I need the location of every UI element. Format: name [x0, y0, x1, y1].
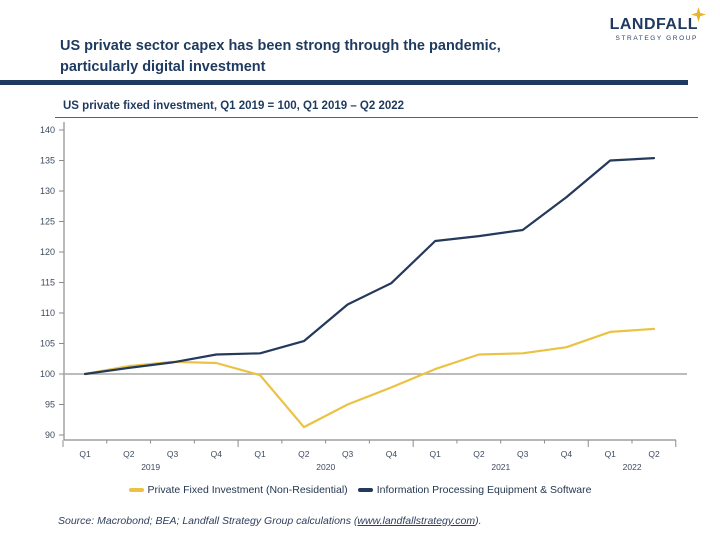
source-note: Source: Macrobond; BEA; Landfall Strateg…: [58, 515, 482, 527]
legend-item-private-fixed-investment: Private Fixed Investment (Non-Residentia…: [128, 484, 348, 496]
quarter-label: Q4: [386, 449, 398, 459]
year-label: 2021: [491, 462, 510, 472]
quarter-label: Q4: [561, 449, 573, 459]
legend-swatch-navy: [357, 488, 373, 492]
series-line-0: [83, 327, 656, 429]
title-divider-rule: [0, 80, 688, 85]
quarter-label: Q1: [429, 449, 441, 459]
source-suffix: ).: [475, 515, 482, 527]
quarter-label: Q2: [298, 449, 310, 459]
quarter-label: Q2: [123, 449, 135, 459]
y-tick-label: 110: [41, 308, 55, 318]
quarter-label: Q4: [211, 449, 223, 459]
y-tick-label: 115: [41, 278, 55, 288]
y-tick-label: 120: [40, 247, 55, 257]
logo-wordmark: LANDFALL: [609, 7, 706, 34]
page-title-line1: US private sector capex has been strong …: [60, 38, 501, 54]
y-tick-label: 135: [40, 156, 55, 166]
quarter-label: Q3: [342, 449, 354, 459]
quarter-label: Q3: [517, 449, 529, 459]
quarter-label: Q3: [167, 449, 179, 459]
legend-label: Information Processing Equipment & Softw…: [376, 484, 592, 496]
landfall-logo: LANDFALL STRATEGY GROUP: [609, 7, 706, 42]
y-tick-label: 140: [40, 125, 55, 135]
chart-title: US private fixed investment, Q1 2019 = 1…: [63, 100, 405, 112]
legend-swatch-yellow: [128, 488, 144, 492]
series-line-1: [83, 157, 656, 376]
source-link[interactable]: www.landfallstrategy.com: [357, 515, 476, 527]
y-tick-label: 95: [45, 400, 55, 410]
year-label: 2020: [316, 462, 335, 472]
y-tick-label: 130: [40, 186, 55, 196]
chart-legend: Private Fixed Investment (Non-Residentia…: [0, 484, 720, 496]
quarter-label: Q1: [79, 449, 91, 459]
y-tick-label: 90: [45, 430, 55, 440]
logo-tagline: STRATEGY GROUP: [615, 35, 698, 42]
page-title: US private sector capex has been strong …: [60, 36, 620, 78]
quarter-label: Q2: [473, 449, 485, 459]
source-prefix: Source: Macrobond; BEA; Landfall Strateg…: [58, 515, 358, 527]
legend-label: Private Fixed Investment (Non-Residentia…: [147, 484, 348, 496]
legend-item-info-processing: Information Processing Equipment & Softw…: [357, 484, 592, 496]
sparkle-icon: [691, 7, 706, 22]
y-tick-label: 100: [40, 369, 55, 379]
quarter-label: Q2: [648, 449, 660, 459]
chart-title-block: US private fixed investment, Q1 2019 = 1…: [55, 96, 698, 118]
year-label: 2019: [141, 462, 160, 472]
y-tick-label: 105: [40, 339, 55, 349]
page-title-line2: particularly digital investment: [60, 59, 266, 75]
quarter-label: Q1: [605, 449, 617, 459]
y-tick-label: 125: [40, 217, 55, 227]
logo-name-text: LANDFALL: [609, 16, 698, 33]
year-label: 2022: [623, 462, 642, 472]
quarter-label: Q1: [254, 449, 266, 459]
